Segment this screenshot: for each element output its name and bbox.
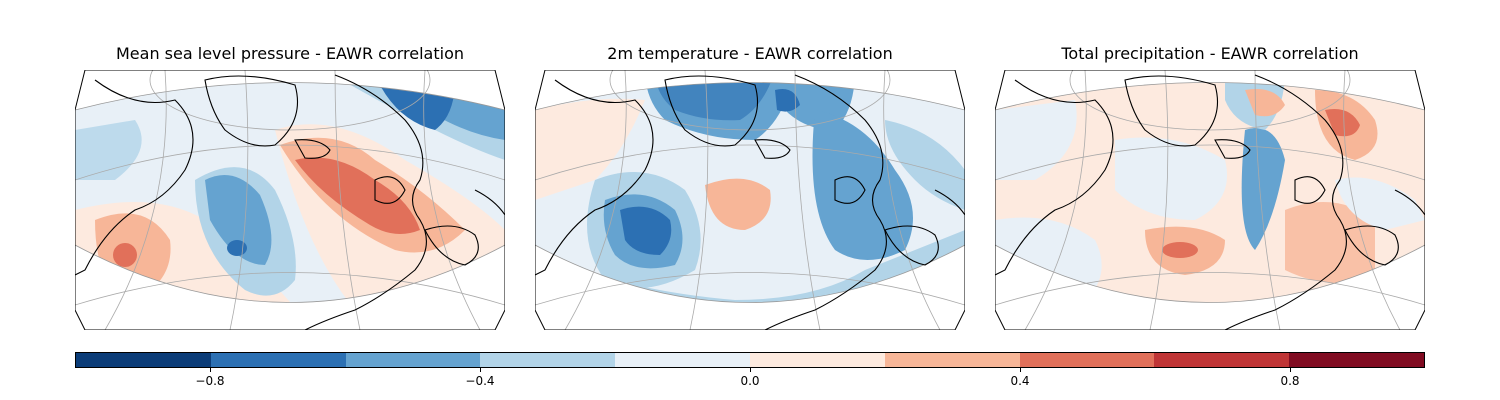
- colorbar-segment: [345, 353, 481, 367]
- colorbar-segment: [480, 353, 616, 367]
- colorbar-segment: [749, 353, 885, 367]
- panel-title-t2m: 2m temperature - EAWR correlation: [607, 44, 893, 63]
- colorbar: [75, 352, 1425, 368]
- colorbar-segment: [615, 353, 750, 367]
- colorbar-segment: [1289, 353, 1424, 367]
- panel-title-mslp: Mean sea level pressure - EAWR correlati…: [116, 44, 464, 63]
- map-panel-precip: [995, 70, 1425, 330]
- panel-title-precip: Total precipitation - EAWR correlation: [1061, 44, 1359, 63]
- colorbar-tick: [1020, 368, 1021, 372]
- colorbar-segment: [1154, 353, 1290, 367]
- colorbar-segment: [210, 353, 346, 367]
- colorbar-tick-label: −0.4: [465, 374, 495, 388]
- colorbar-segment: [76, 353, 211, 367]
- colorbar-tick: [750, 368, 751, 372]
- colorbar-tick-label: −0.8: [195, 374, 225, 388]
- colorbar-tick-label: 0.4: [1010, 374, 1030, 388]
- map-panel-mslp: [75, 70, 505, 330]
- colorbar-tick-label: 0.8: [1280, 374, 1300, 388]
- colorbar-tick: [480, 368, 481, 372]
- colorbar-segment: [884, 353, 1020, 367]
- colorbar-tick-label: 0.0: [740, 374, 760, 388]
- colorbar-tick: [1290, 368, 1291, 372]
- map-panel-t2m: [535, 70, 965, 330]
- colorbar-segment: [1019, 353, 1155, 367]
- colorbar-tick: [210, 368, 211, 372]
